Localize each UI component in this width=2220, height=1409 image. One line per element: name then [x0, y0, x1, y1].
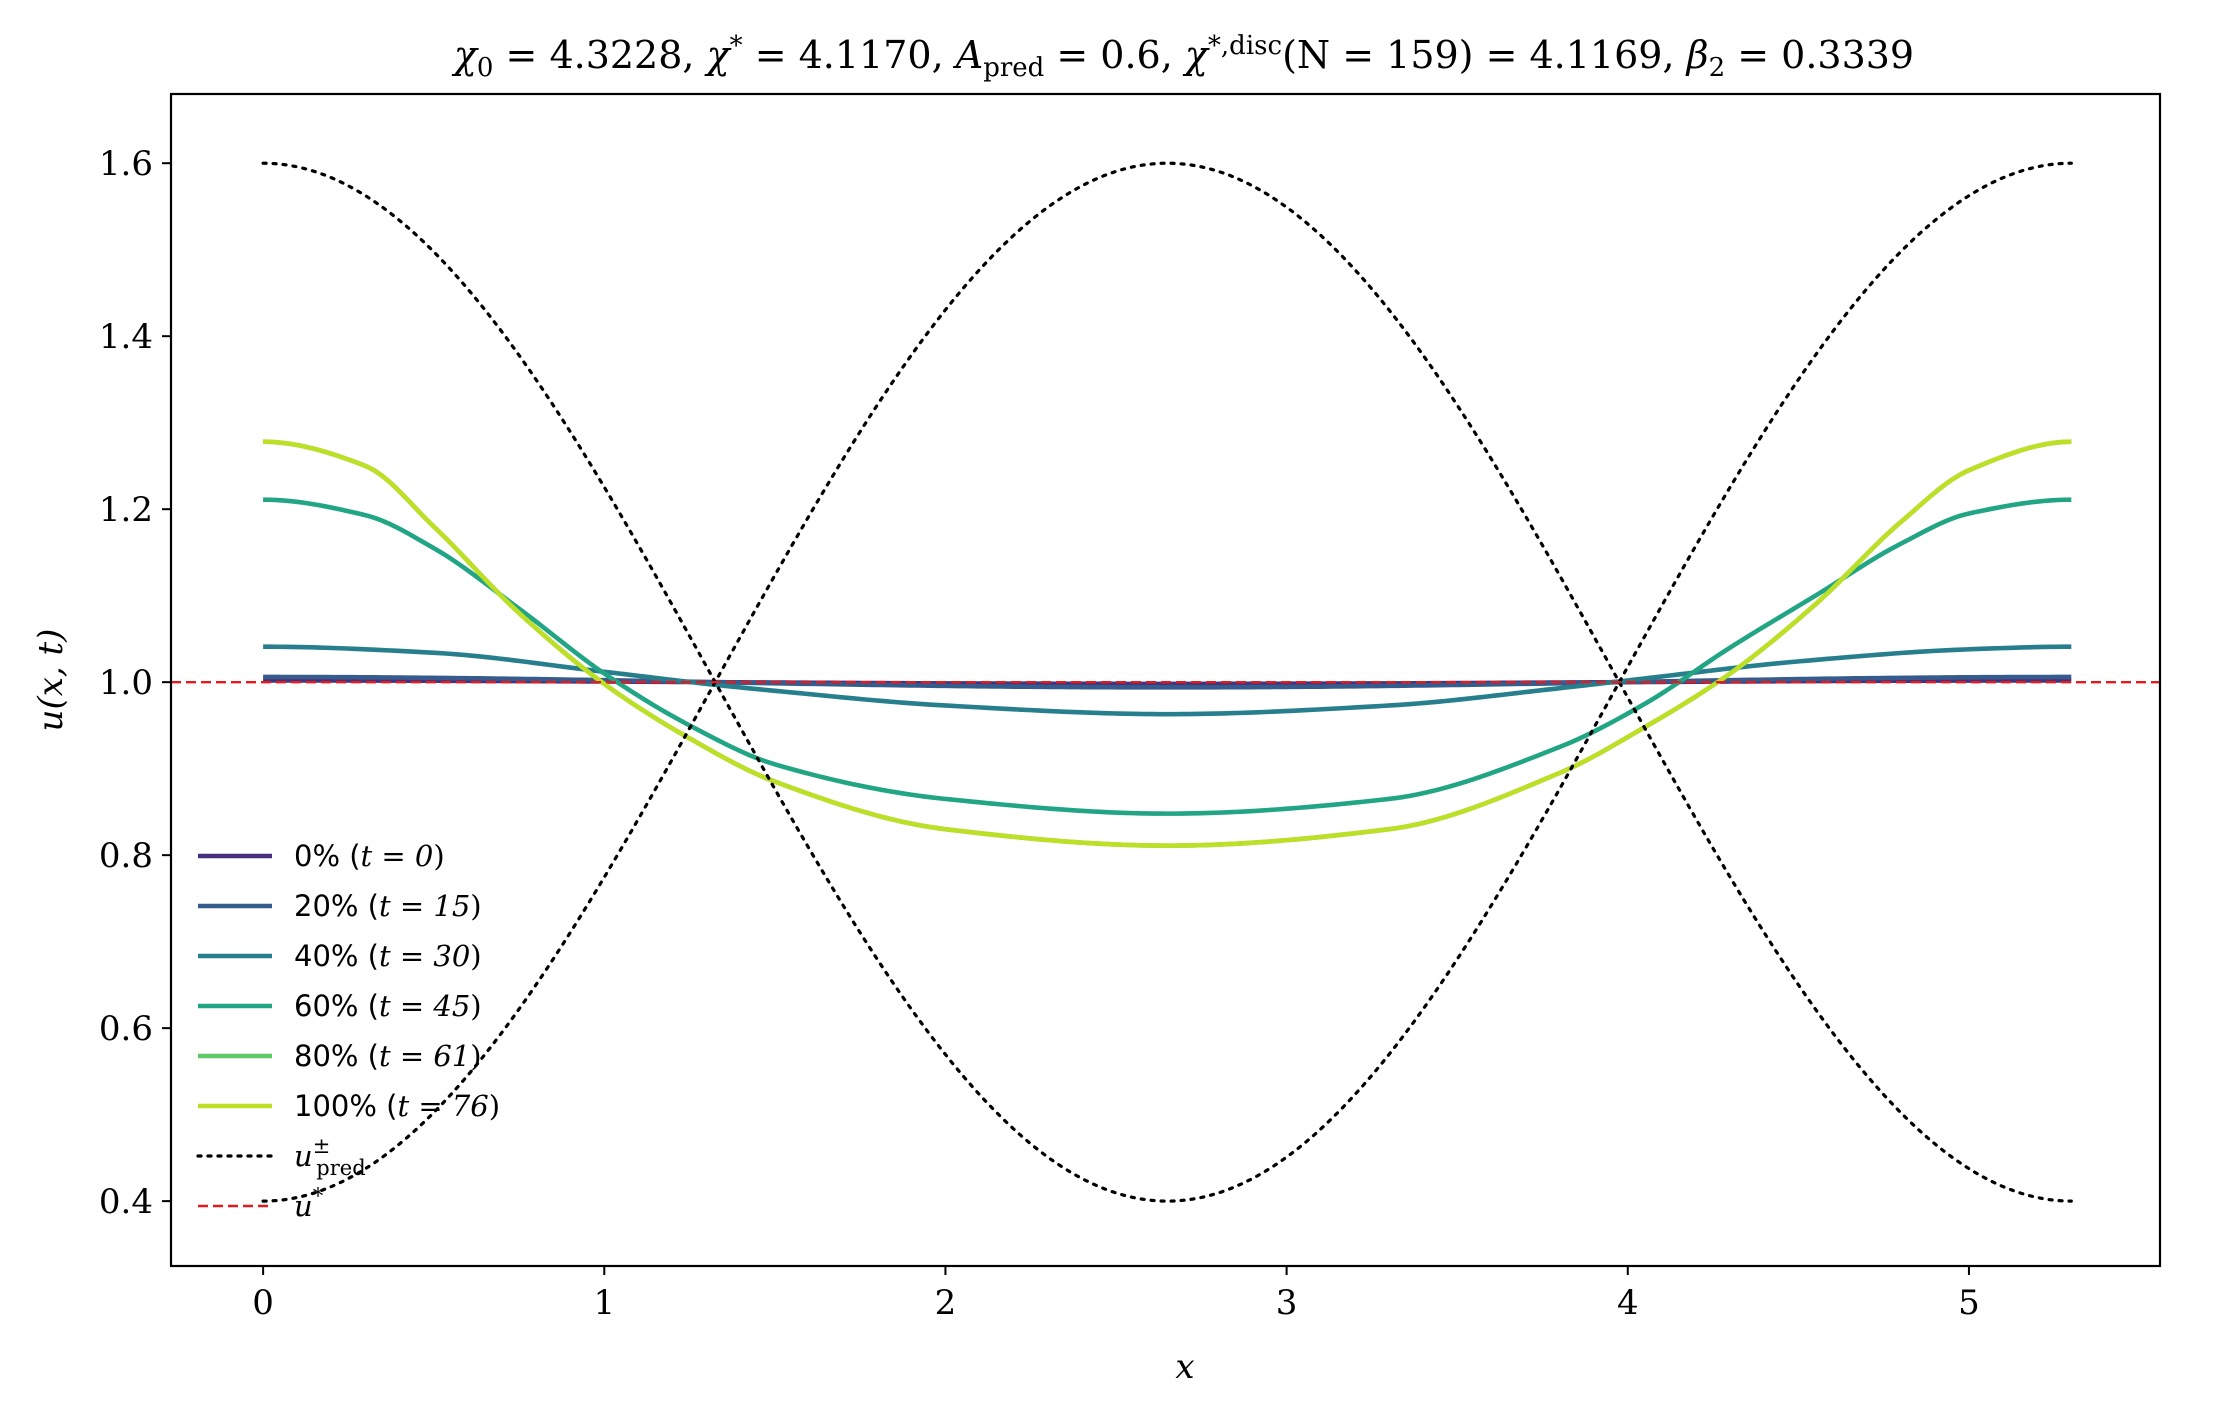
y-tick-label: 0.8: [99, 836, 153, 876]
series-layer: [171, 161, 2160, 1203]
legend-label-60-t-45: 60% (t = 45): [294, 989, 482, 1023]
series-line-20-t-15: [263, 674, 2072, 690]
x-axis: 0 1 2 3 4 5: [252, 1266, 1980, 1323]
y-axis-label: u(x, t): [31, 629, 71, 732]
x-tick-label: 2: [935, 1283, 957, 1323]
series-line-100-t-76: [263, 439, 2072, 848]
legend-label-20-t-15: 20% (t = 15): [294, 889, 482, 923]
series-line-60-t-45: [263, 497, 2072, 816]
y-tick-label: 1.2: [99, 490, 153, 530]
y-tick-label: 0.6: [99, 1009, 153, 1049]
y-tick-label: 1.4: [99, 317, 153, 357]
u-pred-minus-curve: [261, 161, 2073, 1203]
legend-label-0-t-0: 0% (t = 0): [294, 839, 445, 873]
chart-title: χ0 = 4.3228, χ* = 4.1170, Apred = 0.6, χ…: [451, 31, 1914, 83]
x-tick-label: 0: [252, 1283, 274, 1323]
x-axis-label: x: [1175, 1347, 1194, 1387]
legend-label-u-pred: u± pred: [294, 1134, 366, 1180]
plot-frame: [169, 92, 2162, 1268]
x-tick-label: 1: [593, 1283, 615, 1323]
legend: 0% (t = 0) 20% (t = 15) 40% (t = 30) 60% (t…: [196, 839, 500, 1223]
x-tick-label: 5: [1958, 1283, 1980, 1323]
legend-label-u: u*: [294, 1184, 324, 1223]
y-tick-label: 1.6: [99, 144, 153, 184]
y-tick-label: 1.0: [99, 663, 153, 703]
y-axis: 0.4 0.6 0.8 1.0 1.2 1.4 1.6: [99, 144, 171, 1222]
legend-label-80-t-61: 80% (t = 61): [294, 1039, 482, 1073]
series-line-40-t-30: [263, 644, 2072, 717]
y-tick-label: 0.4: [99, 1182, 153, 1222]
plot-area: [169, 92, 2162, 1268]
u-pred-plus-curve: [261, 161, 2073, 1203]
x-tick-label: 3: [1276, 1283, 1298, 1323]
legend-label-40-t-30: 40% (t = 30): [294, 939, 482, 973]
x-tick-label: 4: [1617, 1283, 1639, 1323]
legend-label-100-t-76: 100% (t = 76): [294, 1089, 500, 1123]
